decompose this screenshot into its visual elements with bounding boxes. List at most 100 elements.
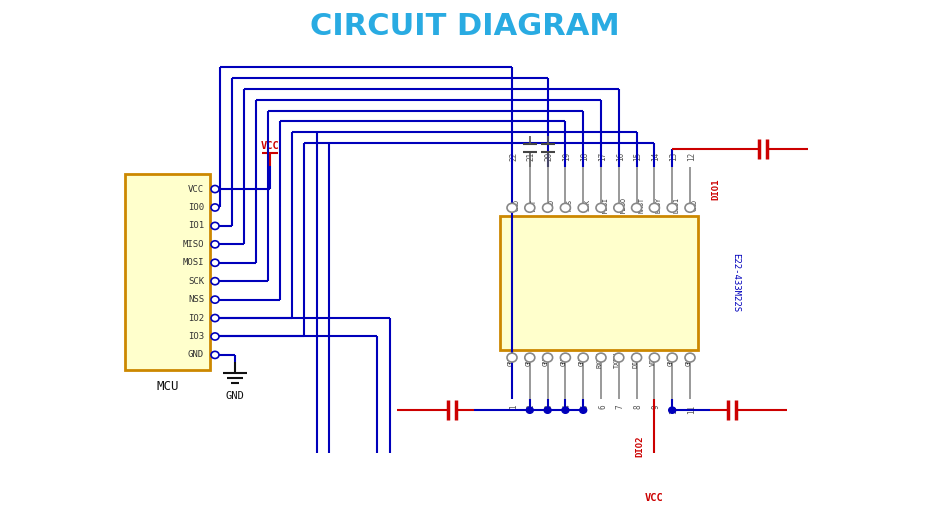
Text: 17: 17 — [598, 151, 607, 161]
Text: MISO: MISO — [182, 240, 204, 249]
Text: 11: 11 — [687, 405, 696, 414]
Text: 6: 6 — [598, 405, 607, 409]
Circle shape — [507, 353, 517, 362]
Text: DIO1: DIO1 — [673, 197, 680, 213]
Text: MISO: MISO — [620, 197, 626, 213]
Text: DIO1: DIO1 — [711, 178, 721, 200]
Text: 10: 10 — [670, 405, 678, 414]
Text: IO2: IO2 — [188, 313, 204, 323]
Bar — [500, 216, 698, 350]
Circle shape — [614, 203, 624, 212]
Circle shape — [211, 333, 219, 340]
Text: GND: GND — [226, 391, 245, 401]
Circle shape — [542, 353, 552, 362]
Circle shape — [667, 203, 677, 212]
Text: DIO2: DIO2 — [632, 352, 638, 368]
Text: VCC: VCC — [188, 184, 204, 194]
Circle shape — [525, 203, 535, 212]
Text: 20: 20 — [545, 151, 553, 161]
Circle shape — [649, 203, 659, 212]
Text: SCK: SCK — [585, 199, 591, 211]
Circle shape — [211, 241, 219, 248]
Text: RXEN: RXEN — [596, 352, 603, 368]
Circle shape — [211, 296, 219, 303]
Circle shape — [667, 353, 677, 362]
Text: 19: 19 — [563, 151, 571, 161]
Text: 18: 18 — [580, 151, 590, 161]
Text: IO0: IO0 — [188, 203, 204, 212]
Text: 4: 4 — [563, 405, 571, 409]
Circle shape — [211, 223, 219, 230]
Text: 5: 5 — [580, 405, 590, 409]
Circle shape — [631, 203, 642, 212]
Text: GND: GND — [525, 354, 531, 366]
Text: E22-433M22S: E22-433M22S — [732, 253, 740, 312]
Text: VCC: VCC — [645, 493, 664, 502]
Text: 9: 9 — [651, 405, 660, 409]
Text: 21: 21 — [526, 151, 536, 161]
Text: VCC: VCC — [260, 141, 279, 151]
Text: DIO2: DIO2 — [635, 435, 644, 457]
Circle shape — [507, 203, 517, 212]
Text: ANT: ANT — [531, 199, 538, 211]
Text: MOSI: MOSI — [603, 197, 608, 213]
Circle shape — [561, 353, 570, 362]
Circle shape — [669, 407, 676, 414]
Text: 1: 1 — [509, 405, 518, 409]
Text: 7: 7 — [616, 405, 625, 409]
Text: MOSI: MOSI — [182, 258, 204, 267]
Text: GND: GND — [561, 354, 567, 366]
Text: MCU: MCU — [156, 379, 179, 393]
Text: NRST: NRST — [638, 197, 644, 213]
Text: NSS: NSS — [567, 199, 573, 211]
Circle shape — [211, 204, 219, 211]
Text: BUSY: BUSY — [656, 197, 662, 213]
Text: IO3: IO3 — [188, 332, 204, 341]
Circle shape — [649, 353, 659, 362]
Circle shape — [211, 185, 219, 193]
Text: GND: GND — [578, 354, 585, 366]
Text: VCC: VCC — [650, 354, 656, 366]
Circle shape — [211, 314, 219, 322]
Text: 3: 3 — [545, 405, 553, 409]
Circle shape — [614, 353, 624, 362]
Circle shape — [578, 203, 588, 212]
Text: GND: GND — [549, 199, 555, 211]
Text: GND: GND — [668, 354, 673, 366]
Circle shape — [211, 278, 219, 285]
Text: 13: 13 — [670, 151, 678, 161]
Text: GND: GND — [188, 351, 204, 359]
Circle shape — [596, 203, 606, 212]
Text: 14: 14 — [651, 151, 660, 161]
Text: 15: 15 — [633, 151, 643, 161]
Circle shape — [685, 353, 695, 362]
Text: CIRCUIT DIAGRAM: CIRCUIT DIAGRAM — [310, 12, 620, 41]
Bar — [125, 174, 210, 370]
Text: NSS: NSS — [188, 295, 204, 304]
Circle shape — [562, 407, 569, 414]
Text: GND: GND — [692, 199, 698, 211]
Circle shape — [579, 407, 587, 414]
Text: TXEN: TXEN — [615, 352, 620, 368]
Circle shape — [544, 407, 551, 414]
Text: IO1: IO1 — [188, 221, 204, 231]
Circle shape — [525, 353, 535, 362]
Text: GND: GND — [685, 354, 692, 366]
Text: 8: 8 — [633, 405, 643, 409]
Circle shape — [631, 353, 642, 362]
Circle shape — [578, 353, 588, 362]
Text: GND: GND — [508, 354, 513, 366]
Text: 12: 12 — [687, 151, 696, 161]
Text: GND: GND — [513, 199, 520, 211]
Circle shape — [526, 407, 533, 414]
Circle shape — [561, 203, 570, 212]
Circle shape — [542, 203, 552, 212]
Circle shape — [211, 259, 219, 266]
Circle shape — [596, 353, 606, 362]
Text: SCK: SCK — [188, 277, 204, 285]
Text: 22: 22 — [509, 151, 518, 161]
Text: 16: 16 — [616, 151, 625, 161]
Text: 2: 2 — [526, 405, 536, 409]
Circle shape — [211, 352, 219, 359]
Circle shape — [685, 203, 695, 212]
